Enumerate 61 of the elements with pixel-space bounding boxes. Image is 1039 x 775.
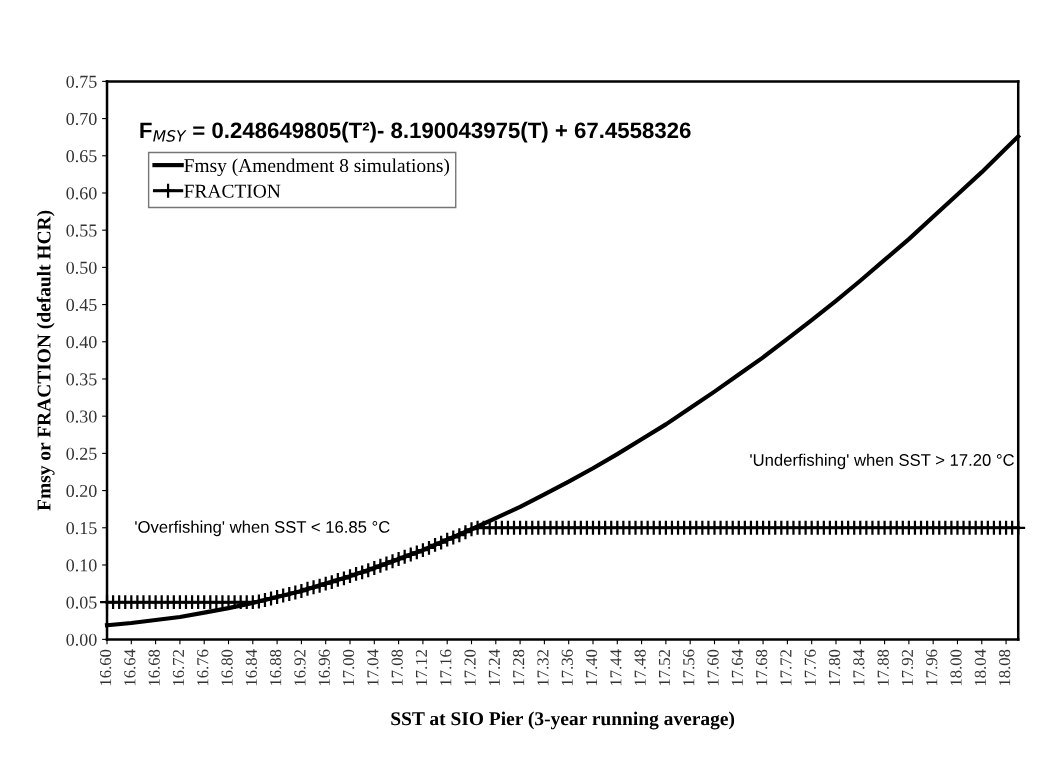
x-tick-label: 17.44: [610, 649, 622, 686]
x-tick-label: 18.08: [999, 649, 1011, 686]
y-tick-label: 0.35: [66, 373, 97, 386]
x-tick-label: 18.00: [950, 649, 962, 686]
x-tick-label: 17.16: [440, 649, 452, 686]
y-axis-title: Fmsy or FRACTION (default HCR): [36, 210, 55, 511]
x-tick-label: 17.20: [464, 649, 476, 686]
x-tick-label: 16.68: [148, 649, 160, 686]
x-tick-label: 18.04: [974, 649, 987, 686]
x-tick-label: 17.76: [804, 649, 816, 686]
legend-label: FRACTION: [184, 184, 281, 198]
x-tick-label: 17.32: [537, 650, 549, 686]
x-tick-label: 17.00: [342, 649, 355, 686]
x-tick-label: 16.72: [172, 650, 185, 686]
x-tick-label: 17.28: [513, 649, 525, 686]
x-tick-label: 17.88: [877, 649, 889, 686]
x-tick-label: 17.84: [853, 649, 865, 686]
x-tick-label: 16.88: [270, 649, 282, 686]
x-tick-label: 17.04: [367, 649, 379, 686]
x-tick-label: 17.72: [780, 650, 792, 686]
legend-label: Fmsy (Amendment 8 simulations): [184, 158, 450, 177]
y-tick-label: 0.25: [66, 447, 97, 460]
x-tick-label: 17.40: [585, 649, 598, 686]
y-tick-label: 0.15: [66, 522, 97, 535]
x-tick-label: 16.64: [124, 649, 136, 686]
y-tick-label: 0.55: [66, 224, 97, 237]
x-tick-label: 16.76: [197, 649, 209, 686]
y-tick-label: 0.00: [66, 633, 97, 646]
x-tick-label: 17.56: [683, 649, 695, 686]
y-tick-label: 0.75: [66, 75, 97, 88]
y-tick-label: 0.60: [66, 187, 97, 200]
x-tick-label: 17.96: [926, 649, 938, 686]
y-tick-label: 0.30: [66, 410, 97, 423]
y-tick-label: 0.20: [66, 484, 97, 498]
y-tick-label: 0.05: [66, 596, 97, 609]
x-tick-label: 17.48: [634, 649, 646, 686]
x-tick-label: 17.08: [391, 649, 403, 686]
x-tick-label: 16.92: [294, 650, 306, 686]
x-tick-label: 17.68: [756, 649, 768, 686]
x-tick-label: 16.96: [318, 649, 330, 686]
y-tick-label: 0.50: [66, 261, 97, 274]
x-axis-title: SST at SIO Pier (3-year running average): [391, 711, 735, 730]
x-tick-label: 17.24: [488, 649, 501, 686]
x-tick-label: 17.12: [415, 650, 428, 686]
annotation: F$_{MSY}$ = 0.248649805(T²)- 8.190043975(T) + 67.4558326: [140, 121, 691, 143]
x-tick-label: 17.64: [731, 649, 744, 686]
annotation: 'Overfishing' when SST < 16.85 °C: [135, 520, 390, 537]
x-tick-label: 16.84: [245, 649, 258, 686]
y-tick-label: 0.65: [66, 150, 97, 163]
y-tick-label: 0.10: [66, 559, 97, 572]
x-tick-label: 16.60: [99, 649, 112, 686]
y-tick-label: 0.40: [66, 336, 97, 349]
y-tick-label: 0.45: [66, 298, 97, 312]
x-tick-label: 17.92: [901, 650, 914, 686]
x-tick-label: 17.52: [658, 650, 671, 686]
annotation: 'Underfishing' when SST > 17.20 °C: [750, 453, 1014, 470]
x-tick-label: 17.60: [707, 649, 719, 686]
x-tick-label: 17.80: [828, 649, 841, 686]
x-tick-label: 17.36: [561, 649, 573, 686]
x-tick-label: 16.80: [221, 649, 233, 686]
y-tick-label: 0.70: [66, 112, 97, 126]
